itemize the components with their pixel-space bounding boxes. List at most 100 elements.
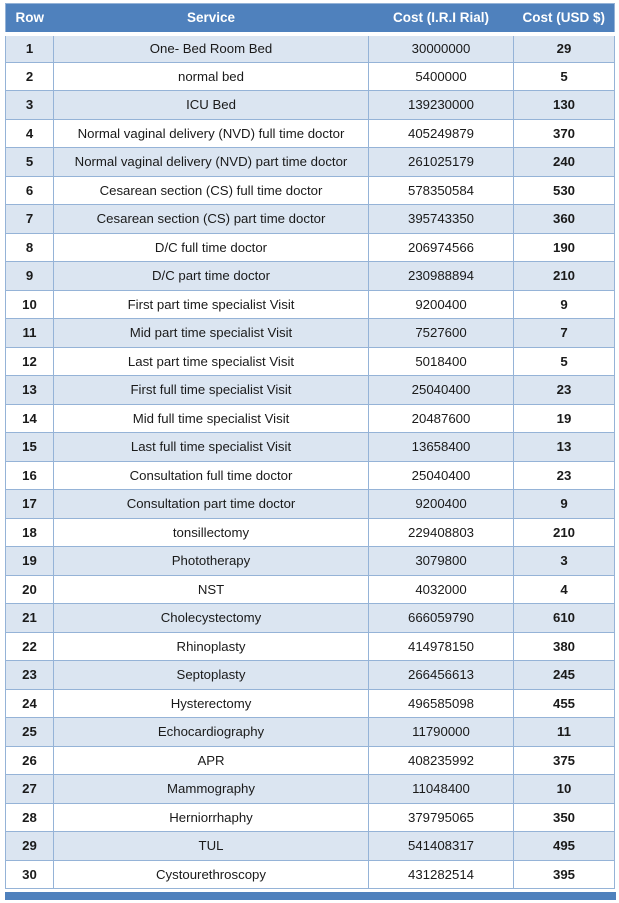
cell-service-name: Cholecystectomy: [53, 603, 369, 633]
cell-service-name: TUL: [53, 831, 369, 861]
cell-row-number: 26: [5, 745, 54, 775]
cell-service-name: D/C full time doctor: [53, 232, 369, 262]
cell-service-name: D/C part time doctor: [53, 261, 369, 291]
cell-row-number: 9: [5, 261, 54, 291]
cell-cost-rial: 206974566: [368, 232, 514, 262]
table-row: 29 TUL 541408317 495: [5, 831, 615, 861]
table-row: 20 NST 4032000 4: [5, 574, 615, 604]
table-row: 12 Last part time specialist Visit 50184…: [5, 346, 615, 376]
cell-cost-rial: 4032000: [368, 574, 514, 604]
cell-service-name: NST: [53, 574, 369, 604]
cell-service-name: First full time specialist Visit: [53, 375, 369, 405]
cell-row-number: 12: [5, 346, 54, 376]
cell-cost-rial: 541408317: [368, 831, 514, 861]
cell-service-name: Septoplasty: [53, 660, 369, 690]
table-bottom-bar: [5, 892, 616, 900]
cell-cost-usd: 13: [513, 432, 615, 462]
cell-service-name: Mid part time specialist Visit: [53, 318, 369, 348]
column-header-rial: Cost (I.R.I Rial): [368, 3, 514, 36]
table-row: 24 Hysterectomy 496585098 455: [5, 688, 615, 718]
table-row: 14 Mid full time specialist Visit 204876…: [5, 403, 615, 433]
cell-row-number: 13: [5, 375, 54, 405]
cell-row-number: 15: [5, 432, 54, 462]
cell-cost-rial: 139230000: [368, 90, 514, 120]
cell-cost-rial: 405249879: [368, 118, 514, 148]
cell-cost-usd: 4: [513, 574, 615, 604]
cell-cost-usd: 9: [513, 489, 615, 519]
cell-row-number: 16: [5, 460, 54, 490]
table-row: 17 Consultation part time doctor 9200400…: [5, 489, 615, 519]
cell-cost-usd: 5: [513, 346, 615, 376]
cell-service-name: normal bed: [53, 61, 369, 91]
cell-row-number: 24: [5, 688, 54, 718]
cell-service-name: Echocardiography: [53, 717, 369, 747]
cell-cost-rial: 395743350: [368, 204, 514, 234]
table-row: 22 Rhinoplasty 414978150 380: [5, 631, 615, 661]
cell-cost-usd: 210: [513, 517, 615, 547]
cell-service-name: First part time specialist Visit: [53, 289, 369, 319]
cell-row-number: 3: [5, 90, 54, 120]
cell-row-number: 23: [5, 660, 54, 690]
cell-service-name: Last part time specialist Visit: [53, 346, 369, 376]
cell-row-number: 28: [5, 802, 54, 832]
table-row: 18 tonsillectomy 229408803 210: [5, 517, 615, 547]
cell-cost-usd: 495: [513, 831, 615, 861]
cell-row-number: 6: [5, 175, 54, 205]
cell-cost-usd: 10: [513, 774, 615, 804]
cell-row-number: 25: [5, 717, 54, 747]
cell-cost-usd: 455: [513, 688, 615, 718]
cell-cost-usd: 245: [513, 660, 615, 690]
cell-row-number: 2: [5, 61, 54, 91]
cell-row-number: 14: [5, 403, 54, 433]
cell-row-number: 11: [5, 318, 54, 348]
table-row: 3 ICU Bed 139230000 130: [5, 90, 615, 120]
header-row: Row Service Cost (I.R.I Rial) Cost (USD …: [5, 3, 615, 36]
cell-row-number: 5: [5, 147, 54, 177]
cell-row-number: 17: [5, 489, 54, 519]
cell-service-name: Mammography: [53, 774, 369, 804]
cost-table-container: Row Service Cost (I.R.I Rial) Cost (USD …: [5, 3, 616, 900]
cell-row-number: 21: [5, 603, 54, 633]
cell-cost-usd: 375: [513, 745, 615, 775]
table-row: 19 Phototherapy 3079800 3: [5, 546, 615, 576]
cell-service-name: Normal vaginal delivery (NVD) part time …: [53, 147, 369, 177]
cost-table: Row Service Cost (I.R.I Rial) Cost (USD …: [5, 3, 615, 889]
cell-cost-rial: 11790000: [368, 717, 514, 747]
column-header-service: Service: [53, 3, 369, 36]
cell-cost-rial: 11048400: [368, 774, 514, 804]
cell-row-number: 10: [5, 289, 54, 319]
cell-cost-usd: 190: [513, 232, 615, 262]
cell-cost-usd: 240: [513, 147, 615, 177]
cell-service-name: Cystourethroscopy: [53, 859, 369, 889]
cell-cost-usd: 23: [513, 375, 615, 405]
cell-row-number: 8: [5, 232, 54, 262]
cell-cost-rial: 431282514: [368, 859, 514, 889]
table-row: 4 Normal vaginal delivery (NVD) full tim…: [5, 118, 615, 148]
cell-cost-usd: 29: [513, 33, 615, 63]
cell-cost-rial: 578350584: [368, 175, 514, 205]
cell-cost-rial: 414978150: [368, 631, 514, 661]
table-row: 15 Last full time specialist Visit 13658…: [5, 432, 615, 462]
cell-service-name: Phototherapy: [53, 546, 369, 576]
cell-service-name: One- Bed Room Bed: [53, 33, 369, 63]
cell-cost-usd: 530: [513, 175, 615, 205]
table-row: 28 Herniorrhaphy 379795065 350: [5, 802, 615, 832]
cell-cost-rial: 408235992: [368, 745, 514, 775]
cell-row-number: 30: [5, 859, 54, 889]
table-row: 25 Echocardiography 11790000 11: [5, 717, 615, 747]
table-row: 2 normal bed 5400000 5: [5, 61, 615, 91]
cell-cost-rial: 20487600: [368, 403, 514, 433]
table-header: Row Service Cost (I.R.I Rial) Cost (USD …: [5, 3, 615, 36]
cell-cost-rial: 3079800: [368, 546, 514, 576]
table-row: 21 Cholecystectomy 666059790 610: [5, 603, 615, 633]
cell-cost-rial: 9200400: [368, 289, 514, 319]
cell-cost-usd: 350: [513, 802, 615, 832]
cell-cost-rial: 13658400: [368, 432, 514, 462]
cell-cost-rial: 229408803: [368, 517, 514, 547]
table-row: 8 D/C full time doctor 206974566 190: [5, 232, 615, 262]
table-row: 23 Septoplasty 266456613 245: [5, 660, 615, 690]
cell-service-name: Last full time specialist Visit: [53, 432, 369, 462]
cell-service-name: tonsillectomy: [53, 517, 369, 547]
cell-cost-rial: 230988894: [368, 261, 514, 291]
cell-service-name: Consultation part time doctor: [53, 489, 369, 519]
